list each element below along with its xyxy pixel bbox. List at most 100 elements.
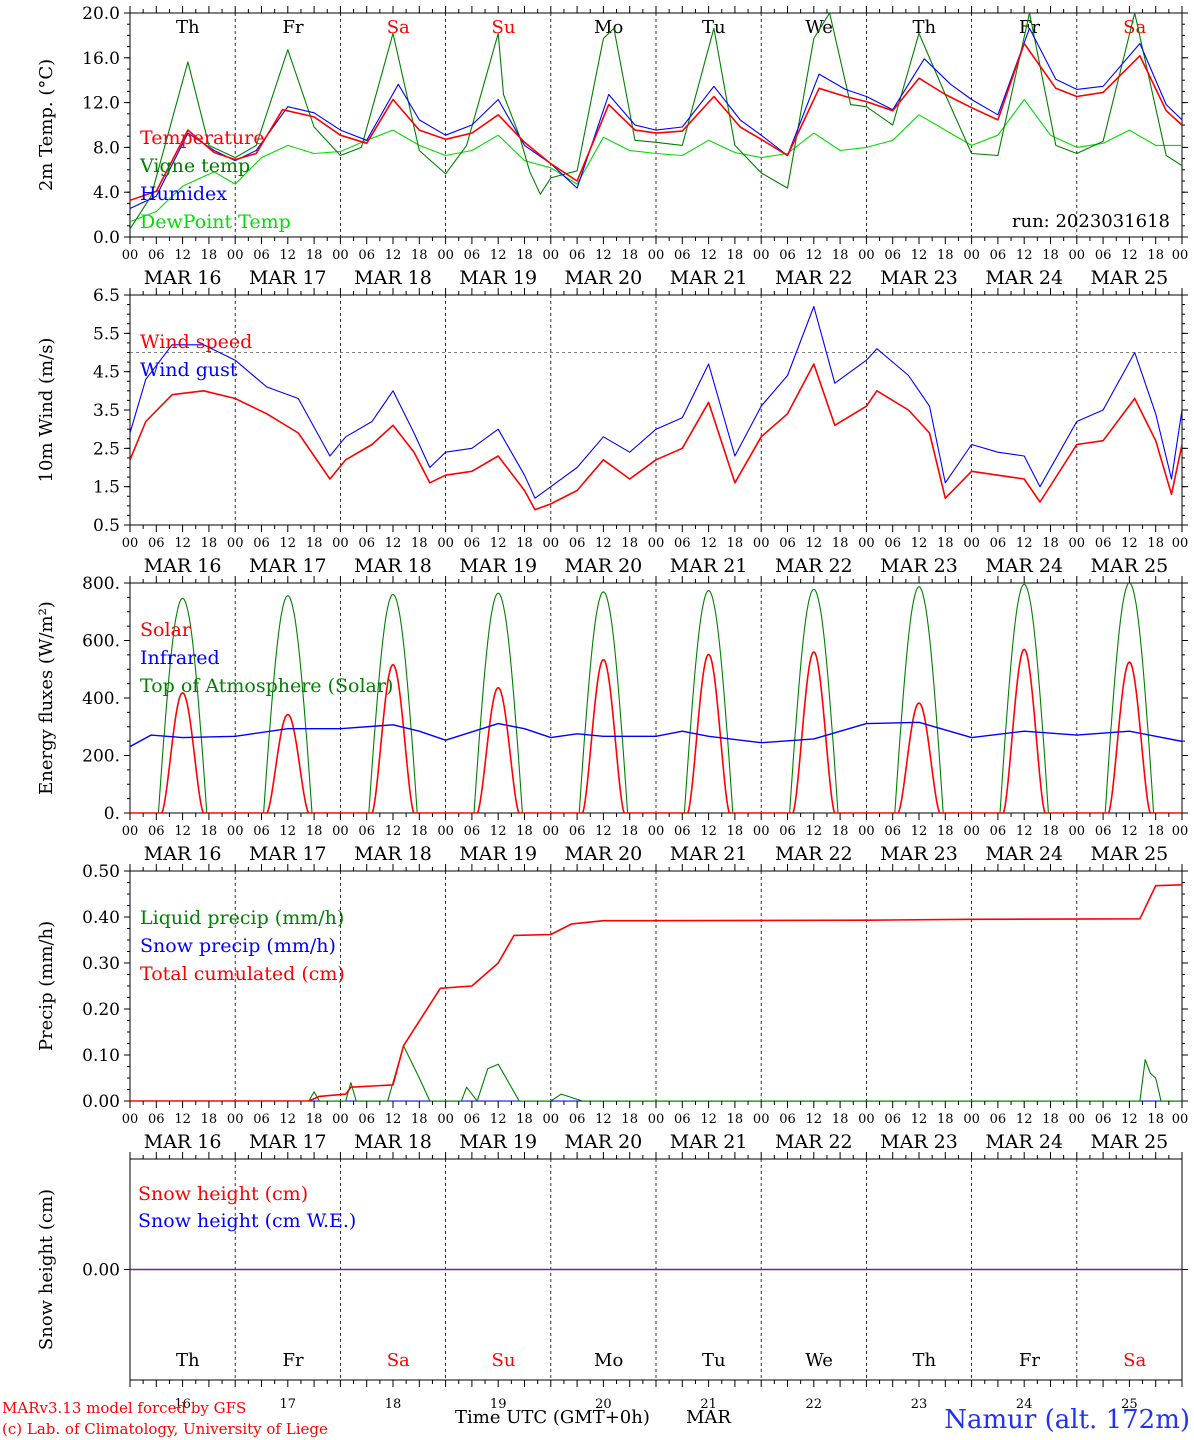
x-hour-label: 18 bbox=[832, 536, 849, 551]
x-hour-label: 18 bbox=[306, 1112, 323, 1127]
series-line bbox=[130, 27, 1182, 209]
x-hour-label: 12 bbox=[385, 824, 402, 839]
x-hour-label: 06 bbox=[358, 824, 375, 839]
x-hour-label: 18 bbox=[832, 824, 849, 839]
x-hour-label: 12 bbox=[595, 248, 612, 263]
x-hour-label: 06 bbox=[990, 536, 1007, 551]
y-tick-label: 5.5 bbox=[93, 324, 120, 344]
series-line bbox=[130, 305, 1182, 499]
x-date-label: MAR 22 bbox=[775, 267, 853, 289]
y-axis-label: Precip (mm/h) bbox=[36, 921, 57, 1051]
x-hour-label: 06 bbox=[1095, 536, 1112, 551]
x-hour-label: 18 bbox=[201, 536, 218, 551]
x-hour-label: 06 bbox=[464, 824, 481, 839]
series-group bbox=[130, 13, 1182, 230]
x-date-label: MAR 16 bbox=[144, 267, 222, 289]
x-hour-label: 00 bbox=[753, 248, 770, 263]
x-hour-label: 12 bbox=[806, 536, 823, 551]
x-hour-label: 06 bbox=[464, 248, 481, 263]
x-hour-label: 00 bbox=[227, 1112, 244, 1127]
x-date-label: MAR 25 bbox=[1091, 843, 1169, 865]
x-date-label: MAR 22 bbox=[775, 843, 853, 865]
x-hour-label: 06 bbox=[358, 1112, 375, 1127]
day-of-week-label: Fr bbox=[283, 17, 304, 38]
x-hour-label: 00 bbox=[858, 1112, 875, 1127]
x-hour-label: 18 bbox=[727, 536, 744, 551]
x-hour-label: 12 bbox=[280, 248, 297, 263]
x-hour-label: 18 bbox=[411, 248, 428, 263]
x-hour-label: 06 bbox=[464, 1112, 481, 1127]
day-number-label: 24 bbox=[1016, 1397, 1033, 1412]
x-hour-label: 06 bbox=[779, 1112, 796, 1127]
x-hour-label: 06 bbox=[253, 824, 270, 839]
x-axis-label: Time UTC (GMT+0h) bbox=[455, 1407, 650, 1428]
x-date-label: MAR 25 bbox=[1091, 555, 1169, 577]
x-hour-label: 12 bbox=[700, 1112, 717, 1127]
x-hour-label: 18 bbox=[201, 824, 218, 839]
x-date-label: MAR 20 bbox=[565, 843, 643, 865]
footer-line-1: MARv3.13 model forced by GFS bbox=[2, 1399, 246, 1417]
x-hour-label: 00 bbox=[332, 248, 349, 263]
x-hour-label: 00 bbox=[858, 536, 875, 551]
x-hour-label: 00 bbox=[753, 536, 770, 551]
x-hour-label: 18 bbox=[201, 1112, 218, 1127]
legend-entry: Vigne temp bbox=[139, 155, 250, 177]
x-hour-label: 00 bbox=[227, 824, 244, 839]
day-of-week-label: Mo bbox=[594, 17, 623, 38]
x-hour-label: 18 bbox=[832, 248, 849, 263]
x-hour-label: 18 bbox=[727, 824, 744, 839]
series-line bbox=[130, 42, 1182, 202]
series-line bbox=[130, 884, 1182, 1101]
x-hour-label: 18 bbox=[1147, 1112, 1164, 1127]
legend-entry: DewPoint Temp bbox=[140, 211, 291, 233]
x-hour-label: 06 bbox=[990, 824, 1007, 839]
day-of-week-label: Su bbox=[491, 1350, 515, 1371]
x-hour-label: 12 bbox=[385, 536, 402, 551]
legend-entry: Solar bbox=[140, 619, 192, 641]
x-hour-label: 00 bbox=[1172, 536, 1189, 551]
x-date-label: MAR 18 bbox=[354, 1131, 432, 1153]
x-hour-label: 00 bbox=[858, 248, 875, 263]
x-hour-label: 18 bbox=[1147, 536, 1164, 551]
x-hour-label: 00 bbox=[1172, 1112, 1189, 1127]
series-line bbox=[130, 648, 1182, 813]
x-date-label: MAR 20 bbox=[565, 267, 643, 289]
x-hour-label: 00 bbox=[227, 536, 244, 551]
x-hour-label: 18 bbox=[306, 248, 323, 263]
run-label: run: 2023031618 bbox=[1012, 211, 1170, 232]
x-hour-label: 06 bbox=[1095, 1112, 1112, 1127]
y-tick-label: 800. bbox=[82, 574, 120, 594]
panel-1: 0.0 4.0 8.0 12.0 16.0 20.0 2m Temp. (°C) 00 06 12… bbox=[36, 4, 1188, 289]
station-name: Namur (alt. 172m) bbox=[944, 1405, 1190, 1435]
x-hour-label: 00 bbox=[648, 824, 665, 839]
x-date-label: MAR 23 bbox=[880, 843, 958, 865]
x-hour-label: 12 bbox=[174, 536, 191, 551]
day-of-week-label: Tu bbox=[702, 1350, 726, 1371]
x-hour-label: 06 bbox=[148, 824, 165, 839]
day-number-label: 21 bbox=[700, 1397, 717, 1412]
x-hour-label: 00 bbox=[1172, 824, 1189, 839]
x-hour-label: 18 bbox=[1042, 824, 1059, 839]
x-hour-label: 00 bbox=[963, 1112, 980, 1127]
x-hour-label: 00 bbox=[648, 248, 665, 263]
x-hour-label: 12 bbox=[700, 248, 717, 263]
x-date-label: MAR 19 bbox=[459, 1131, 537, 1153]
x-date-label: MAR 16 bbox=[144, 1131, 222, 1153]
legend-entry: Temperature bbox=[140, 127, 264, 149]
x-hour-label: 18 bbox=[621, 824, 638, 839]
series-line bbox=[130, 1045, 1182, 1101]
x-hour-label: 12 bbox=[1121, 248, 1138, 263]
legend-entry: Total cumulated (cm) bbox=[140, 963, 345, 985]
x-hour-label: 00 bbox=[332, 536, 349, 551]
x-date-label: MAR 17 bbox=[249, 267, 327, 289]
x-date-label: MAR 24 bbox=[985, 1131, 1063, 1153]
x-hour-label: 00 bbox=[543, 1112, 560, 1127]
x-date-label: MAR 23 bbox=[880, 267, 958, 289]
x-hour-label: 06 bbox=[990, 248, 1007, 263]
x-hour-label: 00 bbox=[1069, 536, 1086, 551]
series-line bbox=[130, 721, 1182, 748]
y-tick-label: 8.0 bbox=[93, 138, 120, 158]
x-hour-label: 12 bbox=[911, 1112, 928, 1127]
x-hour-label: 00 bbox=[437, 248, 454, 263]
x-date-label: MAR 24 bbox=[985, 843, 1063, 865]
